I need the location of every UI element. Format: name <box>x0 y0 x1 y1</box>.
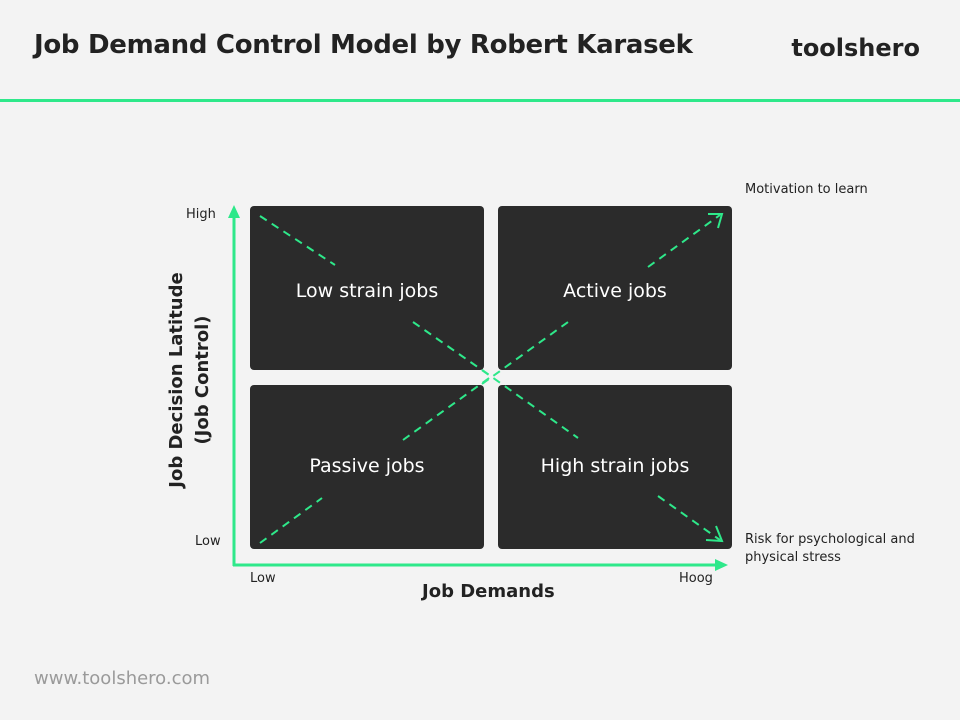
y-axis-high-label: High <box>186 207 216 222</box>
footer-url[interactable]: www.toolshero.com <box>34 668 211 689</box>
annotation-risk-line1: Risk for psychological and <box>745 532 915 547</box>
annotation-motivation: Motivation to learn <box>745 182 868 197</box>
annotation-risk-line2: physical stress <box>745 550 841 565</box>
quadrant-label: Active jobs <box>563 280 667 302</box>
quadrant-low-strain: Low strain jobs <box>250 206 484 370</box>
y-axis-title-line2: (Job Control) <box>192 315 213 445</box>
y-axis-title-line1: Job Decision Latitude <box>166 272 187 488</box>
quadrant-high-strain: High strain jobs <box>498 385 732 549</box>
page-title: Job Demand Control Model by Robert Karas… <box>34 30 693 60</box>
quadrant-label: High strain jobs <box>540 455 690 477</box>
quadrant-label: Low strain jobs <box>295 280 439 302</box>
quadrant-active: Active jobs <box>498 206 732 370</box>
x-axis-title: Job Demands <box>422 581 555 602</box>
y-axis-arrowhead <box>228 205 240 218</box>
y-axis-low-label: Low <box>195 534 221 549</box>
x-axis-arrowhead <box>715 559 728 571</box>
x-axis-low-label: Low <box>250 571 276 586</box>
x-axis-high-label: Hoog <box>679 571 713 586</box>
header-divider <box>0 99 960 102</box>
brand-logo[interactable]: toolshero <box>791 34 920 62</box>
y-axis-title: Job Decision Latitude (Job Control) <box>164 272 216 487</box>
quadrant-label: Passive jobs <box>309 455 425 477</box>
quadrant-passive: Passive jobs <box>250 385 484 549</box>
